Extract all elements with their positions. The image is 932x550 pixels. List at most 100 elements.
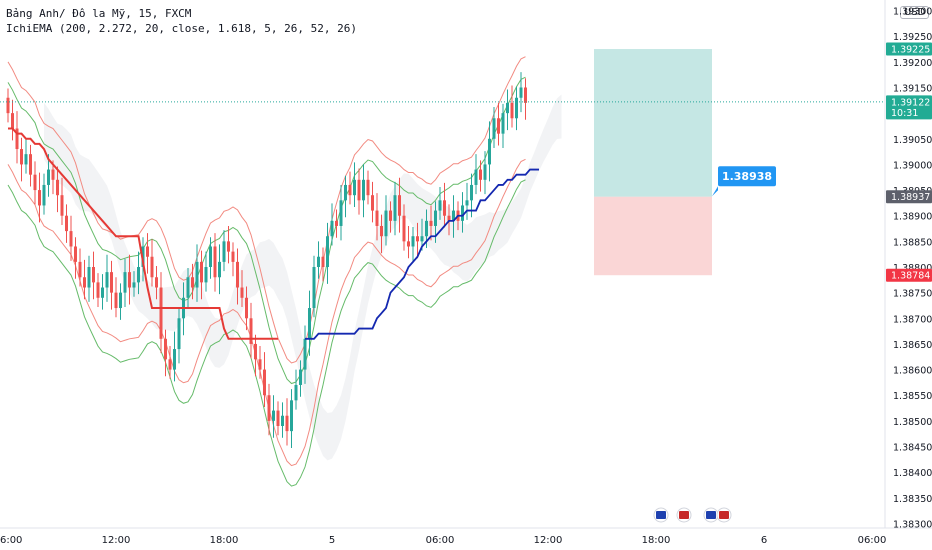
candle-body: [344, 184, 347, 201]
candle-body: [15, 128, 19, 150]
candle-body: [20, 149, 23, 165]
candle-body: [204, 267, 208, 283]
candle-body: [42, 184, 46, 206]
candle-body: [249, 318, 253, 344]
x-tick-label: 6: [761, 535, 767, 546]
candle-body: [501, 113, 505, 134]
candle-body: [425, 220, 428, 237]
candle-body: [132, 282, 136, 288]
chart-legend: Bảng Anh/ Đô la Mỹ, 15, FXCM IchiEMA (20…: [6, 6, 357, 36]
candle-body: [164, 338, 167, 360]
candle-body: [398, 195, 401, 216]
candle-body: [168, 359, 172, 370]
candle-body: [434, 210, 437, 226]
candle-body: [366, 179, 370, 196]
candle-body: [443, 200, 446, 216]
currency-button[interactable]: USD: [900, 6, 930, 19]
candle-body: [375, 210, 379, 226]
candle-body: [101, 287, 104, 298]
target-price-label: 1.39225: [891, 45, 930, 56]
candle-body: [470, 184, 473, 201]
callout-pointer: [712, 186, 718, 197]
flag-stripe-icon: [706, 511, 716, 519]
candle-body: [335, 220, 338, 226]
candle-body: [312, 267, 316, 309]
candle-body: [281, 415, 284, 426]
candle-body: [519, 87, 523, 98]
candle-body: [119, 292, 122, 309]
candle-body: [254, 343, 257, 360]
candle-body: [416, 236, 419, 242]
candle-body: [159, 287, 163, 339]
candle-body: [483, 164, 487, 180]
candle-body: [461, 205, 464, 221]
candle-body: [191, 277, 194, 288]
flag-stripe-icon: [719, 511, 729, 519]
candle-body: [87, 267, 91, 288]
candle-body: [438, 200, 442, 211]
candle-body: [429, 220, 433, 226]
entry-price-label-bg: [886, 190, 932, 204]
candle-body: [236, 261, 239, 288]
y-tick-label: 1.38800: [893, 263, 932, 274]
candle-body: [285, 415, 289, 432]
ichimoku-cloud: [44, 94, 562, 461]
ema-red-line: [8, 127, 278, 340]
y-tick-label: 1.38500: [893, 417, 932, 428]
candle-body: [47, 169, 50, 185]
candle-body: [389, 210, 392, 221]
candle-body: [267, 395, 271, 421]
target-price-label-bg: [886, 42, 932, 56]
candle-body: [447, 215, 451, 221]
candle-body: [96, 282, 100, 298]
bands-layer: [7, 56, 526, 487]
economic-events: [653, 507, 732, 523]
candle-body: [245, 297, 248, 319]
candle-body: [155, 277, 158, 288]
callout-label: 1.38938: [722, 170, 772, 183]
candle-body: [137, 267, 140, 283]
ema-blue-line: [305, 168, 539, 340]
candle-body: [407, 241, 410, 247]
upper-green-band: [7, 76, 526, 385]
x-tick-label: 12:00: [534, 535, 563, 546]
candle-body: [33, 174, 37, 191]
candle-body: [317, 256, 320, 267]
candle-body: [227, 241, 230, 252]
candle-body: [465, 200, 469, 206]
stop-zone: [594, 196, 712, 276]
candle-body: [362, 179, 365, 201]
candle-body: [218, 261, 221, 278]
candle-body: [348, 184, 352, 196]
candle-body: [452, 210, 455, 221]
candle-body: [326, 236, 329, 267]
candle-body: [492, 118, 496, 139]
candle-body: [114, 292, 118, 309]
candle-body: [420, 236, 424, 242]
candle-body: [488, 138, 491, 165]
y-tick-label: 1.39200: [893, 58, 932, 69]
callout-box: [718, 166, 776, 187]
candle-body: [371, 195, 374, 211]
candle-body: [231, 251, 235, 262]
candle-body: [213, 246, 217, 278]
candle-body: [56, 179, 59, 196]
x-tick-label: 06:00: [0, 535, 22, 546]
y-tick-label: 1.39000: [893, 160, 932, 171]
candle-body: [357, 179, 361, 201]
x-tick-label: 06:00: [858, 535, 887, 546]
candle-body: [173, 349, 176, 370]
candle-body: [83, 277, 86, 288]
candle-body: [506, 102, 509, 114]
x-tick-label: 18:00: [642, 535, 671, 546]
candle-body: [60, 195, 64, 216]
candle-body: [299, 369, 302, 385]
candle-body: [78, 261, 82, 278]
candle-body: [177, 318, 181, 350]
candle-body: [321, 256, 325, 267]
candle-body: [510, 102, 514, 119]
candle-body: [24, 154, 28, 165]
x-tick-label: 18:00: [210, 535, 239, 546]
y-tick-label: 1.38550: [893, 391, 932, 402]
